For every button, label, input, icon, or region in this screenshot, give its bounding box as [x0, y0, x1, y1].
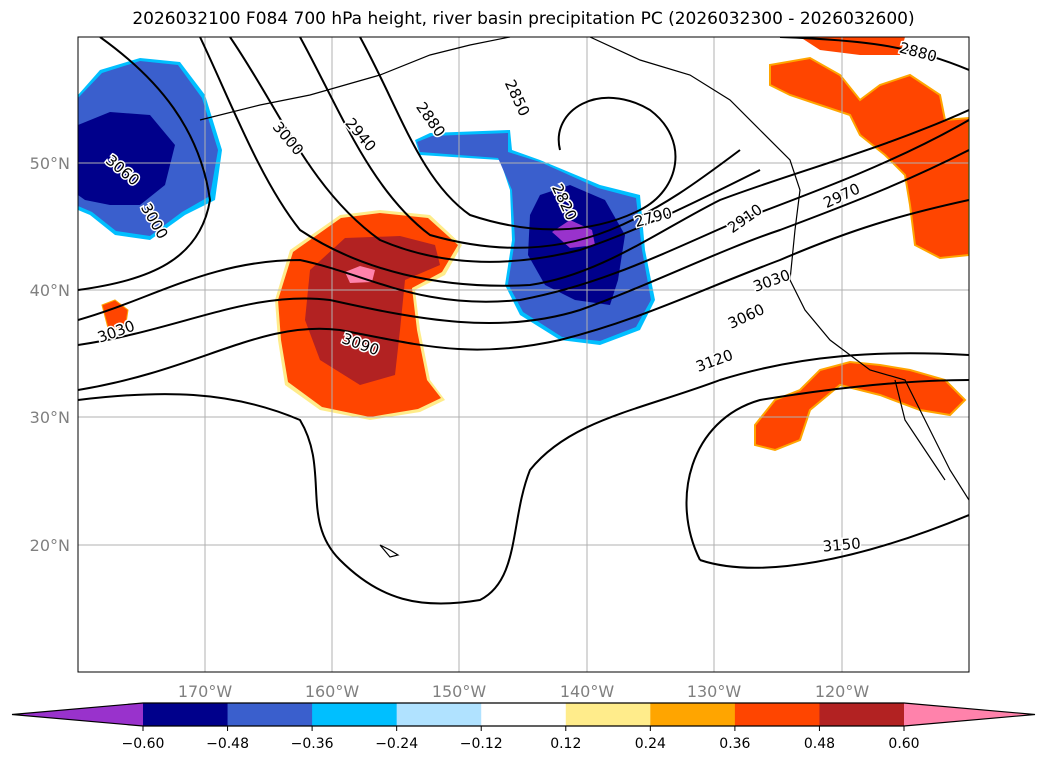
- colorbar-segment: [227, 703, 313, 726]
- colorbar-extend-high: [904, 703, 1035, 726]
- colorbar-segment: [650, 703, 736, 726]
- colorbar-tick-label: −0.60: [122, 736, 165, 752]
- lat-tick: 20°N: [30, 536, 70, 555]
- lon-tick: 140°W: [560, 682, 615, 701]
- lon-tick: 150°W: [432, 682, 487, 701]
- colorbar-tick-label: 0.60: [888, 736, 919, 752]
- height-contours: [78, 37, 969, 605]
- colorbar: −0.60 −0.48 −0.36 −0.24 −0.12 0.12 0.24 0.36 0.4…: [11, 702, 1036, 752]
- lon-tick-labels: 170°W 160°W 150°W 140°W 130°W 120°W: [178, 682, 870, 701]
- contour-label: 3150: [822, 534, 862, 555]
- colorbar-tick-label: −0.24: [375, 736, 418, 752]
- lat-tick: 40°N: [30, 281, 70, 300]
- colorbar-tick-label: 0.36: [719, 736, 750, 752]
- precip-positive-central: [101, 210, 462, 420]
- lat-tick: 30°N: [30, 408, 70, 427]
- colorbar-segment: [819, 703, 905, 726]
- colorbar-segment: [143, 703, 229, 726]
- map-frame: [77, 36, 970, 673]
- precip-positive-east: [754, 37, 969, 452]
- lat-tick: 50°N: [30, 154, 70, 173]
- colorbar-segment: [565, 703, 651, 726]
- colorbar-tick-label: −0.48: [206, 736, 249, 752]
- lon-tick: 160°W: [305, 682, 360, 701]
- colorbar-segment: [481, 703, 567, 726]
- lon-tick: 120°W: [815, 682, 870, 701]
- gridlines: [78, 37, 969, 672]
- chart-title: 2026032100 F084 700 hPa height, river ba…: [132, 9, 915, 29]
- colorbar-segment: [396, 703, 482, 726]
- precip-negative-west: [78, 58, 222, 240]
- colorbar-tick-label: −0.36: [291, 736, 334, 752]
- colorbar-segment: [312, 703, 398, 726]
- colorbar-tick-label: −0.12: [460, 736, 503, 752]
- colorbar-tick-label: 0.12: [550, 736, 581, 752]
- colorbar-tick-label: 0.48: [804, 736, 835, 752]
- colorbar-extend-low: [12, 703, 143, 726]
- lat-tick-labels: 50°N 40°N 30°N 20°N: [30, 154, 70, 555]
- lon-tick: 130°W: [687, 682, 742, 701]
- lon-tick: 170°W: [178, 682, 233, 701]
- colorbar-segment: [734, 703, 820, 726]
- colorbar-tick-label: 0.24: [635, 736, 666, 752]
